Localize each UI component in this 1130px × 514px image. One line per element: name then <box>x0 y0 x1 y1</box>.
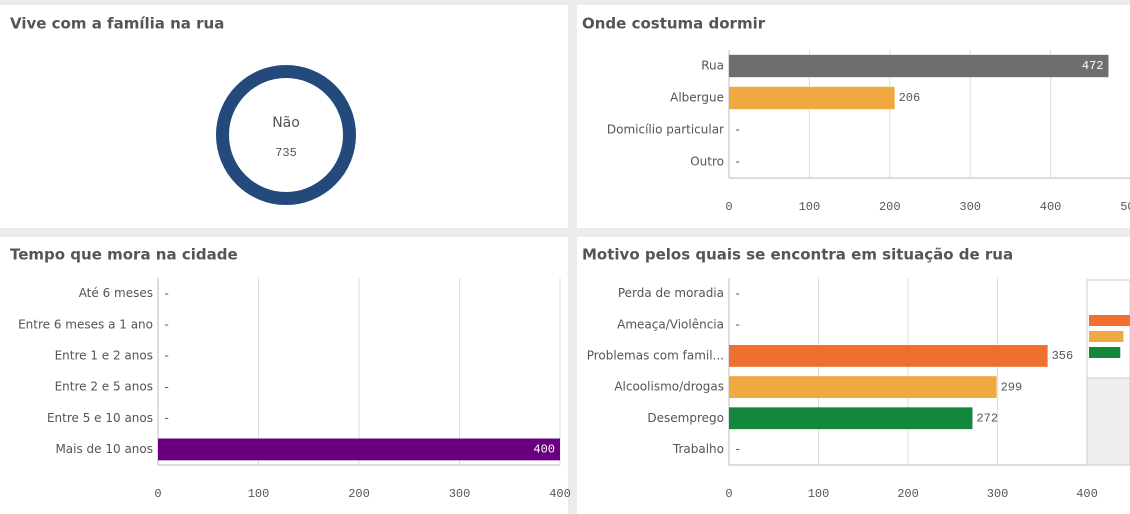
value-label: 400 <box>533 443 555 457</box>
value-label: - <box>163 349 170 363</box>
bar <box>729 86 895 110</box>
x-tick-label: 100 <box>248 487 270 501</box>
y-tick-label: Domicílio particular <box>607 123 724 137</box>
bar <box>729 345 1048 367</box>
y-tick-label: Entre 6 meses a 1 ano <box>18 317 153 331</box>
value-label: 356 <box>1052 349 1074 363</box>
x-tick-label: 300 <box>449 487 471 501</box>
x-tick-label: 0 <box>725 200 732 214</box>
bar <box>158 438 560 461</box>
value-label: - <box>734 287 741 301</box>
donut-segment <box>216 65 356 205</box>
value-label: - <box>163 380 170 394</box>
x-tick-label: 200 <box>897 487 919 501</box>
y-tick-label: Entre 1 e 2 anos <box>55 348 153 362</box>
x-tick-label: 0 <box>154 487 161 501</box>
panel-title: Motivo pelos quais se encontra em situaç… <box>582 246 1013 264</box>
bar <box>729 54 1109 78</box>
panel-title: Onde costuma dormir <box>582 15 766 33</box>
bar <box>729 407 973 430</box>
x-tick-label: 300 <box>959 200 981 214</box>
x-tick-label: 100 <box>799 200 821 214</box>
y-tick-label: Até 6 meses <box>79 286 153 300</box>
y-tick-label: Entre 2 e 5 anos <box>55 380 153 394</box>
x-tick-label: 200 <box>348 487 370 501</box>
y-tick-label: Rua <box>701 59 724 73</box>
value-label: 472 <box>1082 59 1104 73</box>
panel <box>577 237 1130 514</box>
y-tick-label: Entre 5 e 10 anos <box>47 411 153 425</box>
y-tick-label: Problemas com famil... <box>587 348 724 362</box>
panel <box>577 5 1130 228</box>
x-tick-label: 100 <box>808 487 830 501</box>
value-label: - <box>734 123 741 137</box>
y-tick-label: Mais de 10 anos <box>55 442 153 456</box>
x-tick-label: 400 <box>1040 200 1062 214</box>
y-tick-label: Trabalho <box>672 442 724 456</box>
value-label: - <box>734 155 741 169</box>
y-tick-label: Ameaça/Violência <box>617 317 724 331</box>
value-label: 299 <box>1001 380 1023 394</box>
y-tick-label: Outro <box>690 155 724 169</box>
panel-title: Vive com a família na rua <box>10 15 224 33</box>
center-label: Não <box>272 115 300 131</box>
x-tick-label: 400 <box>549 487 571 501</box>
value-label: - <box>734 318 741 332</box>
value-label: - <box>734 443 741 457</box>
center-value: 735 <box>275 146 297 160</box>
minimap-bar <box>1089 315 1130 326</box>
panel-title: Tempo que mora na cidade <box>10 246 238 264</box>
panel <box>0 237 568 514</box>
value-label: - <box>163 318 170 332</box>
y-tick-label: Albergue <box>670 91 724 105</box>
bar <box>729 376 997 398</box>
x-tick-label: 0 <box>725 487 732 501</box>
y-tick-label: Alcoolismo/drogas <box>614 380 724 394</box>
value-label: 272 <box>976 411 998 425</box>
minimap-bar <box>1089 331 1124 342</box>
value-label: - <box>163 287 170 301</box>
x-tick-label: 500 <box>1120 200 1130 214</box>
x-tick-label: 400 <box>1076 487 1098 501</box>
value-label: - <box>163 411 170 425</box>
panel <box>0 5 568 228</box>
y-tick-label: Desemprego <box>647 411 724 425</box>
y-tick-label: Perda de moradia <box>618 286 724 300</box>
x-tick-label: 300 <box>987 487 1009 501</box>
x-tick-label: 200 <box>879 200 901 214</box>
value-label: 206 <box>899 91 921 105</box>
minimap-window <box>1086 279 1130 379</box>
minimap-bar <box>1089 347 1121 358</box>
